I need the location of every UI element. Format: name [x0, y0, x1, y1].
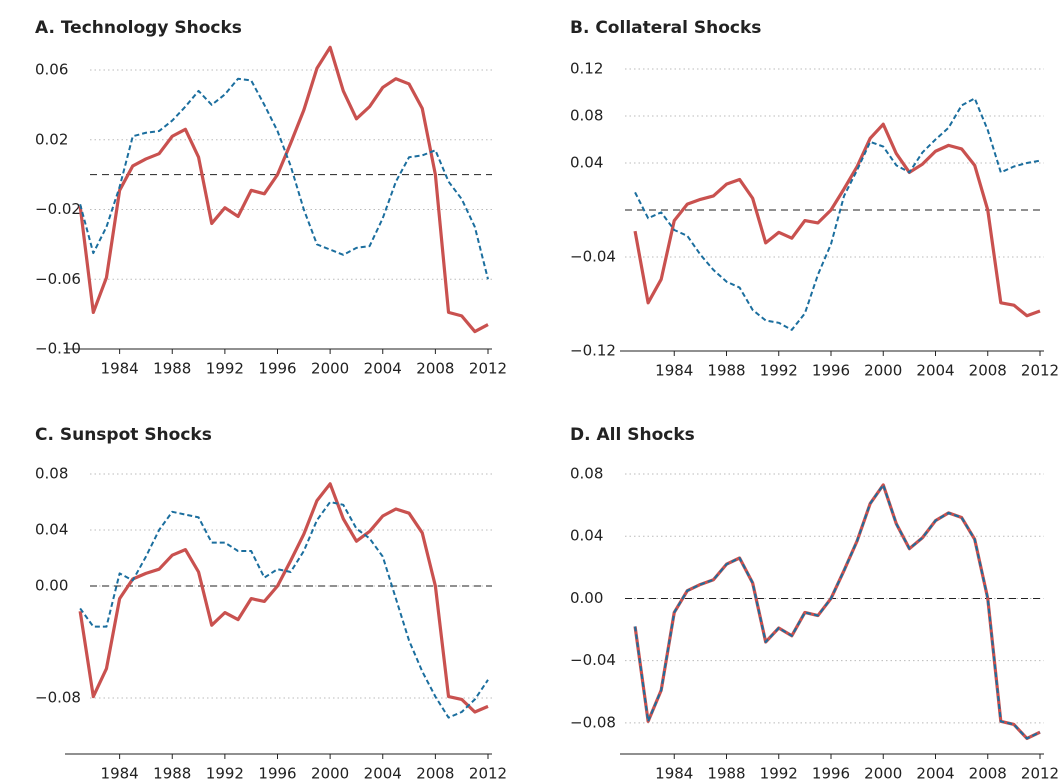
series-line [634, 97, 1041, 331]
panel-title: B. Collateral Shocks [570, 18, 761, 38]
series-line [79, 77, 489, 280]
series-line [78, 482, 489, 714]
x-tick-label: 2000 [864, 362, 902, 380]
x-tick-label: 1992 [760, 765, 798, 780]
y-tick-label: 0.08 [570, 107, 603, 125]
y-tick-label: −0.02 [35, 200, 81, 218]
y-tick-label: 0.00 [35, 577, 68, 595]
x-tick-label: 1992 [206, 360, 244, 378]
y-tick-label: 0.04 [570, 527, 603, 545]
x-tick-label: 2000 [311, 360, 349, 378]
y-tick-label: 0.02 [35, 130, 68, 148]
x-tick-label: 1996 [812, 362, 850, 380]
x-tick-label: 1988 [153, 360, 191, 378]
x-tick-label: 1996 [812, 765, 850, 780]
y-tick-label: −0.04 [570, 651, 616, 669]
x-tick-label: 2012 [1021, 765, 1059, 780]
x-tick-label: 1988 [707, 765, 745, 780]
panel-title: C. Sunspot Shocks [35, 425, 212, 445]
series-line [79, 501, 489, 719]
x-tick-label: 2000 [864, 765, 902, 780]
x-tick-label: 2000 [311, 765, 349, 780]
y-tick-label: 0.04 [570, 154, 603, 172]
x-tick-label: 2008 [416, 765, 454, 780]
y-tick-label: 0.06 [35, 61, 68, 79]
y-tick-label: 0.08 [570, 465, 603, 483]
x-tick-label: 2004 [916, 765, 954, 780]
x-tick-label: 1984 [655, 765, 693, 780]
x-tick-label: 2012 [469, 360, 507, 378]
x-tick-label: 2012 [1021, 362, 1059, 380]
x-tick-label: 1988 [707, 362, 745, 380]
x-tick-label: 2004 [916, 362, 954, 380]
y-tick-label: 0.00 [570, 589, 603, 607]
series-line [78, 45, 489, 334]
y-tick-label: 0.12 [570, 60, 603, 78]
panel-title: D. All Shocks [570, 425, 695, 445]
y-tick-label: 0.04 [35, 521, 68, 539]
series-line [633, 122, 1041, 318]
y-tick-label: −0.06 [35, 270, 81, 288]
x-tick-label: 1984 [655, 362, 693, 380]
y-tick-label: 0.08 [35, 465, 68, 483]
x-tick-label: 1984 [101, 765, 139, 780]
x-tick-label: 2004 [364, 765, 402, 780]
x-tick-label: 1996 [258, 765, 296, 780]
x-tick-label: 2012 [469, 765, 507, 780]
y-tick-label: −0.12 [570, 342, 616, 360]
series-line [634, 483, 1041, 740]
x-tick-label: 2008 [969, 362, 1007, 380]
x-tick-label: 1984 [101, 360, 139, 378]
panel-title: A. Technology Shocks [35, 18, 242, 38]
x-tick-label: 1988 [153, 765, 191, 780]
y-tick-label: −0.08 [35, 689, 81, 707]
x-tick-label: 2008 [416, 360, 454, 378]
x-tick-label: 1992 [206, 765, 244, 780]
y-tick-label: −0.10 [35, 340, 81, 358]
series-line [633, 483, 1041, 741]
y-tick-label: −0.08 [570, 713, 616, 731]
x-tick-label: 2008 [969, 765, 1007, 780]
x-tick-label: 1996 [258, 360, 296, 378]
x-tick-label: 2004 [364, 360, 402, 378]
x-tick-label: 1992 [760, 362, 798, 380]
y-tick-label: −0.04 [570, 248, 616, 266]
